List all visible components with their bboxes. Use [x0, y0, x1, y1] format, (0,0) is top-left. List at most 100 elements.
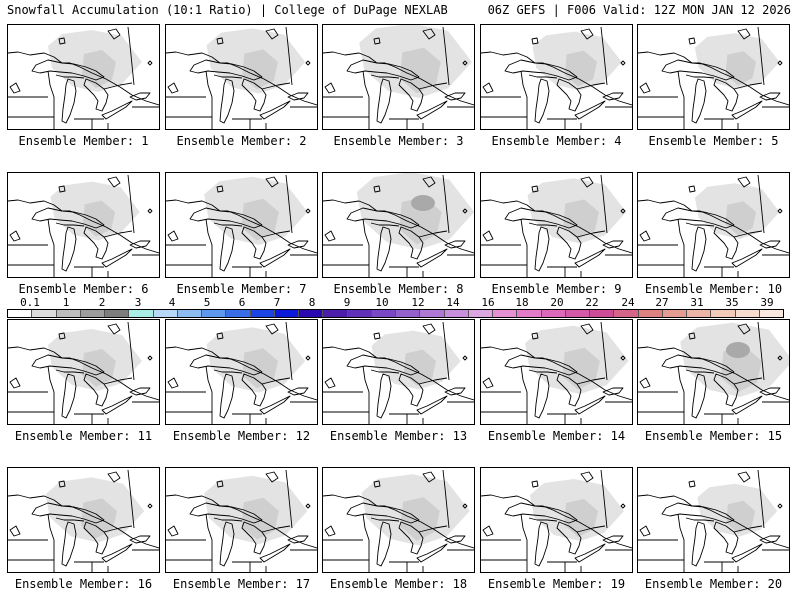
legend-swatch — [711, 310, 736, 317]
legend-tick-label: 31 — [690, 296, 704, 309]
ensemble-member-map — [7, 24, 160, 130]
great-lakes-basemap — [323, 469, 474, 572]
great-lakes-basemap — [481, 469, 632, 572]
legend-swatch — [468, 310, 493, 317]
legend-tick-label: 20 — [550, 296, 564, 309]
ensemble-member-map — [322, 172, 475, 278]
ensemble-member-map — [165, 319, 318, 425]
great-lakes-basemap — [166, 469, 317, 572]
ensemble-member-label: Ensemble Member: 10 — [644, 282, 783, 296]
legend-tick-label: 6 — [238, 296, 246, 309]
ensemble-member-label: Ensemble Member: 15 — [644, 429, 783, 443]
legend-swatch — [347, 310, 372, 317]
ensemble-member-map — [480, 24, 633, 130]
legend-tick-label: 24 — [621, 296, 635, 309]
legend-tick-label: 4 — [168, 296, 176, 309]
legend-swatch — [153, 310, 178, 317]
moderate-snow-shading — [726, 500, 756, 534]
great-lakes-basemap — [166, 26, 317, 129]
great-lakes-basemap — [481, 26, 632, 129]
ensemble-member-label: Ensemble Member: 19 — [487, 577, 626, 591]
ensemble-member-map — [7, 467, 160, 573]
ensemble-member-label: Ensemble Member: 8 — [333, 282, 464, 296]
ensemble-member-label: Ensemble Member: 2 — [176, 134, 307, 148]
legend-swatch — [371, 310, 396, 317]
moderate-snow-shading — [564, 50, 598, 87]
ensemble-member-label: Ensemble Member: 18 — [329, 577, 468, 591]
great-lakes-basemap — [8, 469, 159, 572]
legend-swatch — [614, 310, 639, 317]
legend-tick-label: 39 — [760, 296, 774, 309]
legend-swatch — [177, 310, 202, 317]
legend-swatch — [420, 310, 445, 317]
ensemble-member-map — [637, 319, 790, 425]
ensemble-member-label: Ensemble Member: 4 — [491, 134, 622, 148]
moderate-snow-shading — [242, 348, 278, 389]
legend-swatch — [299, 310, 324, 317]
great-lakes-basemap — [481, 321, 632, 424]
legend-tick-label: 0.1 — [20, 296, 40, 309]
legend-tick-label: 1 — [62, 296, 70, 309]
legend-swatch — [541, 310, 566, 317]
great-lakes-basemap — [323, 173, 474, 277]
legend-tick-label: 14 — [446, 296, 460, 309]
legend-swatch — [56, 310, 81, 317]
great-lakes-basemap — [638, 469, 789, 572]
great-lakes-basemap — [638, 321, 789, 424]
legend-swatch — [396, 310, 421, 317]
ensemble-member-map — [480, 467, 633, 573]
ensemble-member-map — [7, 172, 160, 278]
legend-tick-label: 22 — [585, 296, 599, 309]
legend-swatch — [226, 310, 251, 317]
great-lakes-basemap — [8, 26, 159, 129]
legend-swatch — [493, 310, 518, 317]
ensemble-member-map — [480, 172, 633, 278]
great-lakes-basemap — [638, 174, 789, 277]
legend-tick-label: 10 — [375, 296, 389, 309]
legend-swatch — [80, 310, 105, 317]
moderate-snow-shading — [400, 47, 441, 94]
legend-swatch — [274, 310, 299, 317]
ensemble-member-map — [637, 172, 790, 278]
great-lakes-basemap — [638, 26, 789, 129]
legend-swatch — [735, 310, 760, 317]
legend-tick-label: 9 — [343, 296, 351, 309]
ensemble-member-label: Ensemble Member: 11 — [14, 429, 153, 443]
ensemble-member-map — [322, 467, 475, 573]
ensemble-member-map — [165, 24, 318, 130]
ensemble-member-label: Ensemble Member: 14 — [487, 429, 626, 443]
legend-swatch — [8, 310, 33, 317]
great-lakes-basemap — [8, 174, 159, 277]
legend-swatch — [565, 310, 590, 317]
ensemble-member-label: Ensemble Member: 1 — [18, 134, 149, 148]
legend-tick-label: 16 — [481, 296, 495, 309]
legend-swatch — [32, 310, 57, 317]
legend-swatch — [105, 310, 130, 317]
ensemble-member-label: Ensemble Member: 20 — [644, 577, 783, 591]
ensemble-member-label: Ensemble Member: 6 — [18, 282, 149, 296]
legend-tick-label: 8 — [308, 296, 316, 309]
great-lakes-basemap — [323, 25, 474, 129]
ensemble-member-map — [165, 467, 318, 573]
moderate-snow-shading — [400, 497, 440, 541]
moderate-snow-shading — [725, 201, 757, 236]
snowfall-color-legend — [7, 309, 784, 318]
legend-tick-label: 3 — [134, 296, 142, 309]
legend-swatch — [759, 310, 783, 317]
great-lakes-basemap — [323, 321, 474, 424]
valid-time-title: 06Z GEFS | F006 Valid: 12Z MON JAN 12 20… — [487, 3, 791, 17]
ensemble-member-map — [637, 467, 790, 573]
ensemble-member-map — [7, 319, 160, 425]
legend-swatch — [517, 310, 542, 317]
great-lakes-basemap — [8, 321, 159, 424]
ensemble-member-label: Ensemble Member: 16 — [14, 577, 153, 591]
ensemble-member-label: Ensemble Member: 3 — [333, 134, 464, 148]
legend-tick-label: 2 — [98, 296, 106, 309]
ensemble-member-label: Ensemble Member: 7 — [176, 282, 307, 296]
legend-tick-label: 35 — [725, 296, 739, 309]
ensemble-member-map — [165, 172, 318, 278]
ensemble-member-label: Ensemble Member: 5 — [648, 134, 779, 148]
ensemble-member-map — [322, 319, 475, 425]
ensemble-member-map — [322, 24, 475, 130]
ensemble-member-map — [637, 24, 790, 130]
